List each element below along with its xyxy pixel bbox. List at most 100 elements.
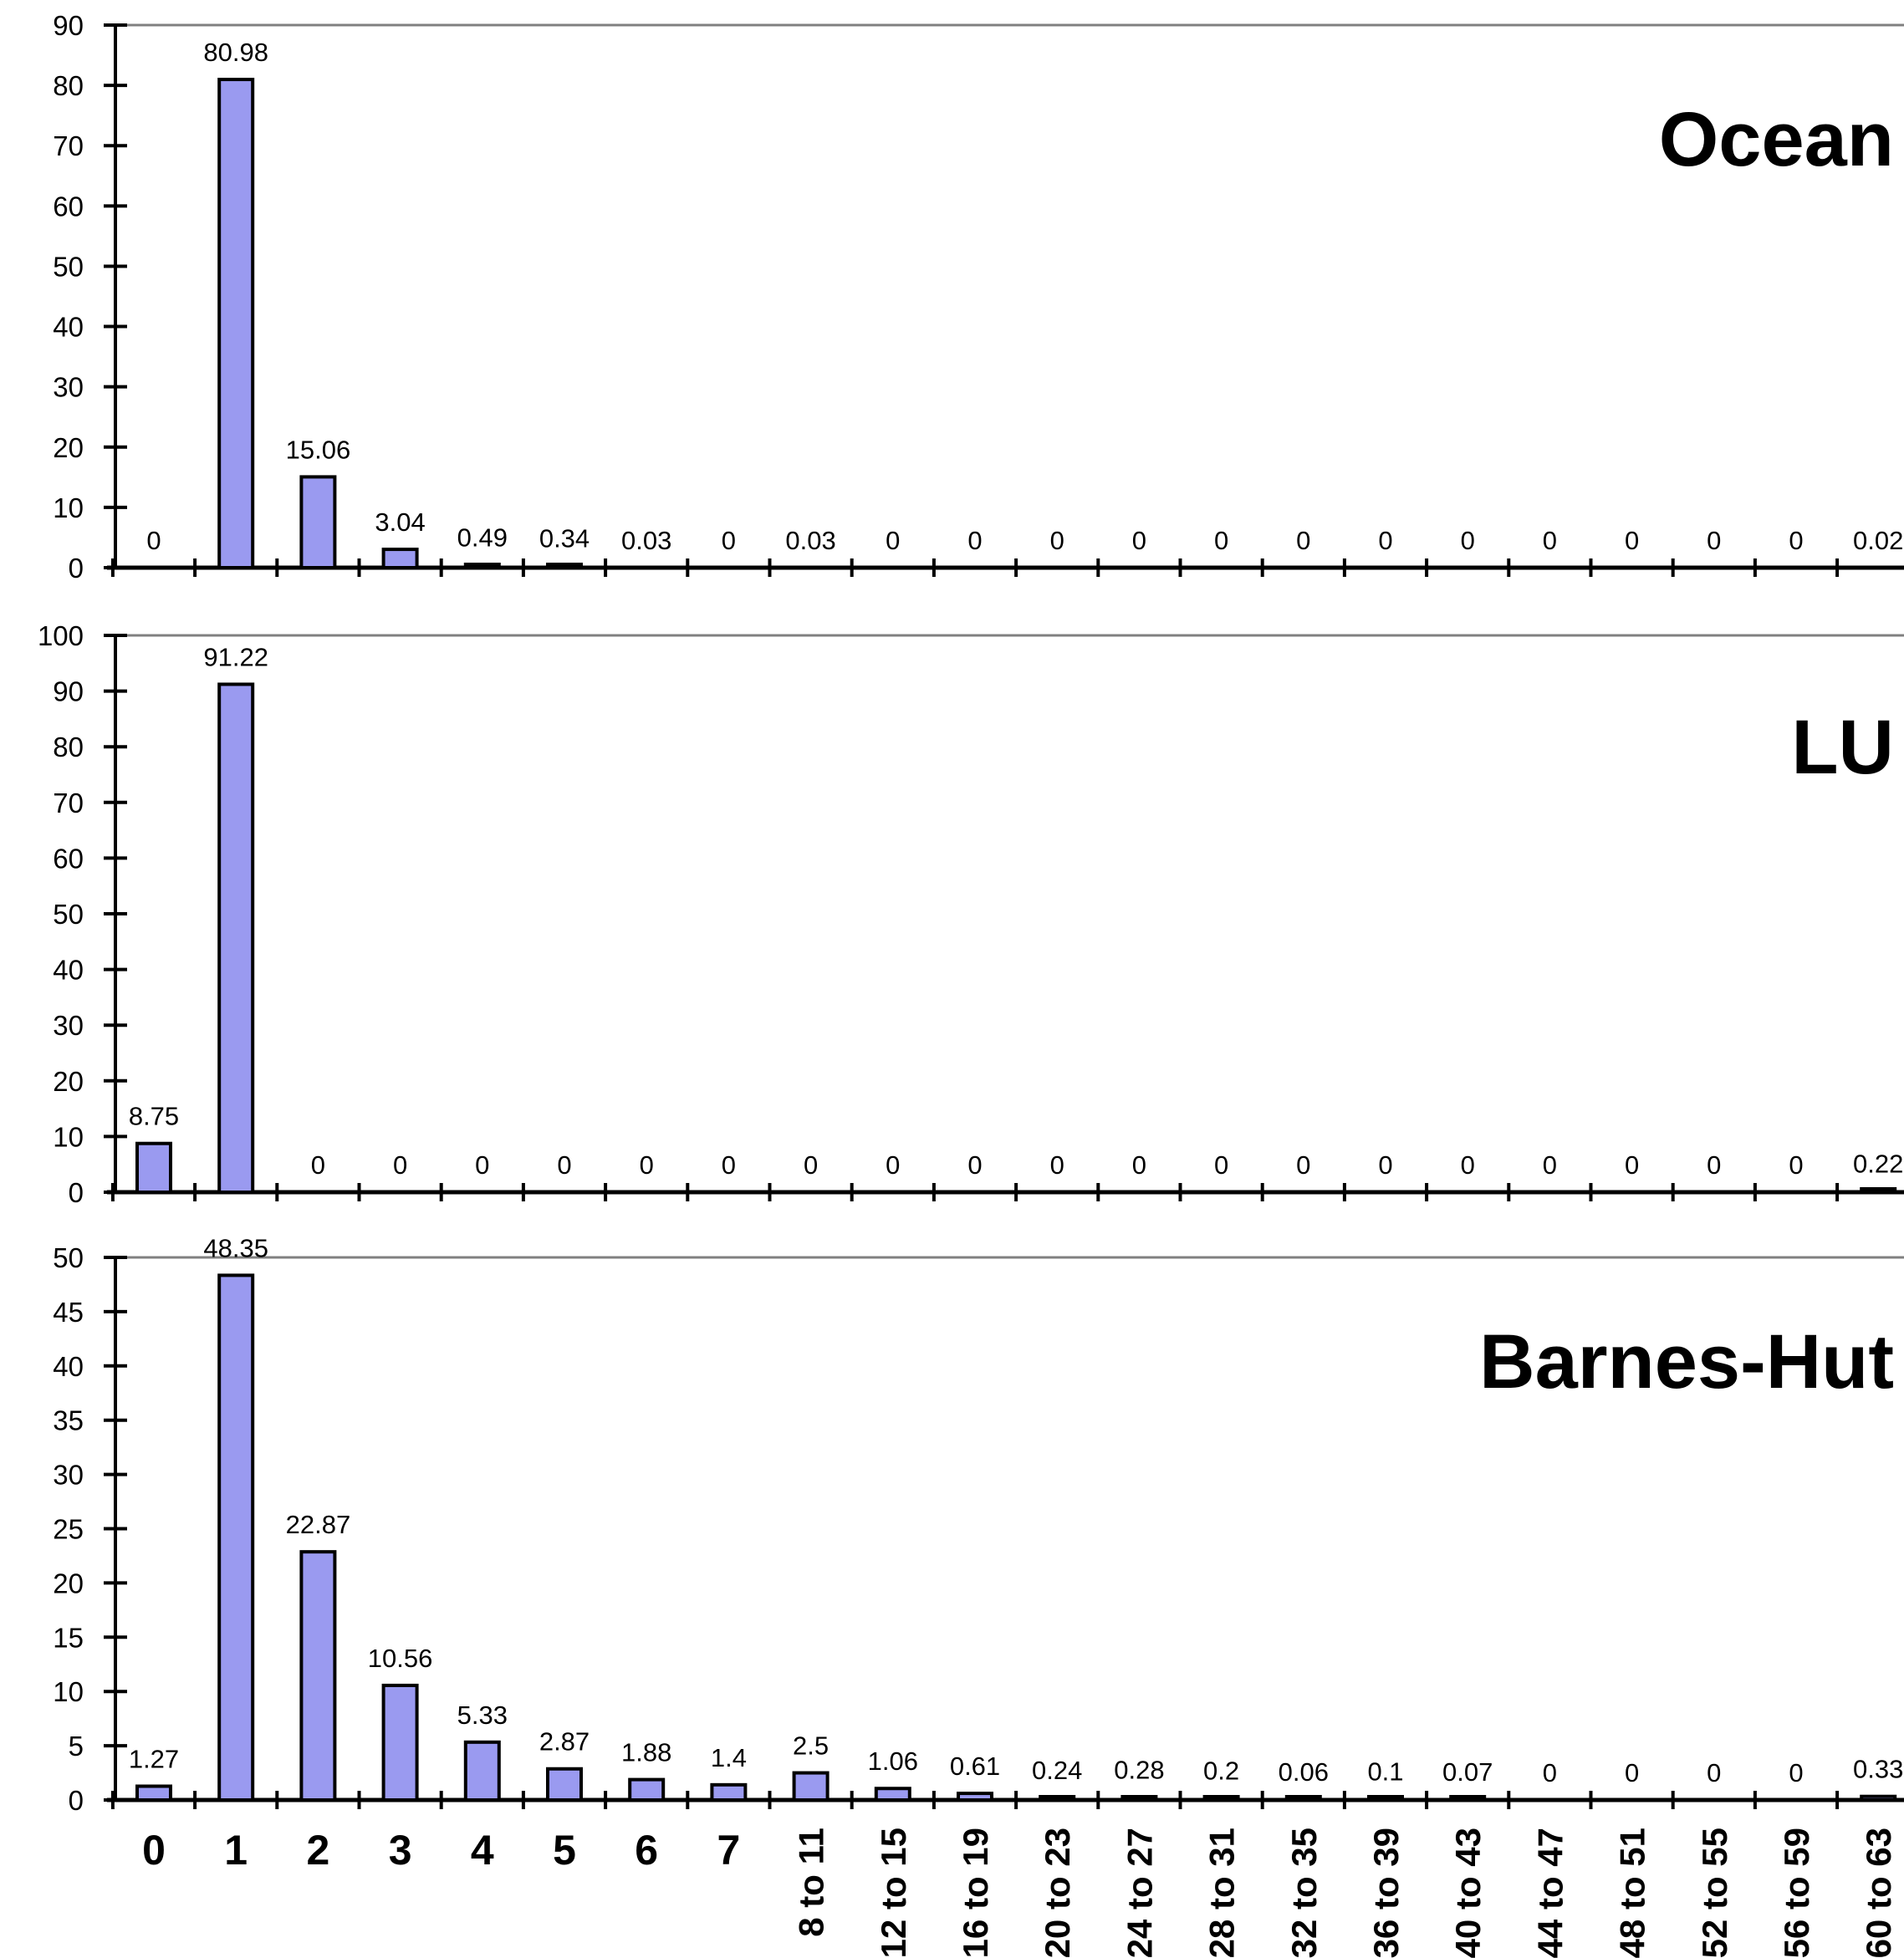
y-tick-label: 70 xyxy=(53,130,84,161)
panel-title: Ocean xyxy=(1659,97,1894,182)
x-category-label: 5 xyxy=(553,1827,576,1874)
data-label: 0.34 xyxy=(539,524,590,553)
data-label: 0 xyxy=(1543,1150,1557,1180)
data-label: 5.33 xyxy=(457,1701,508,1730)
bar xyxy=(1449,1795,1487,1802)
data-label: 0 xyxy=(1789,526,1803,555)
y-tick-label: 100 xyxy=(38,620,84,651)
data-label: 0 xyxy=(722,1150,736,1180)
y-tick-label: 60 xyxy=(53,843,84,874)
y-tick-label: 45 xyxy=(53,1297,84,1328)
x-category-label: 36 to 39 xyxy=(1366,1828,1406,1958)
y-tick-label: 25 xyxy=(53,1514,84,1545)
y-tick-label: 90 xyxy=(53,676,84,707)
y-tick-label: 20 xyxy=(53,1066,84,1097)
x-category-label: 3 xyxy=(389,1827,412,1874)
data-label: 0 xyxy=(1707,1758,1721,1787)
chart-panel-0: 0 10 20 30 40 50 60 70 80 90 0 80.98 15.06 3.04 0.49 0.… xyxy=(53,10,1904,584)
bar xyxy=(1367,1795,1404,1802)
bar xyxy=(463,563,501,569)
data-label: 0 xyxy=(311,1150,325,1180)
y-tick-label: 50 xyxy=(53,1242,84,1273)
data-label: 22.87 xyxy=(286,1510,351,1539)
data-label: 1.88 xyxy=(621,1738,671,1767)
y-tick-label: 10 xyxy=(53,492,84,523)
data-label: 0 xyxy=(1707,1150,1721,1180)
data-label: 0 xyxy=(886,1150,900,1180)
y-tick-label: 30 xyxy=(53,372,84,403)
y-tick-label: 10 xyxy=(53,1676,84,1707)
x-category-label: 8 to 11 xyxy=(792,1828,831,1937)
data-label: 0 xyxy=(1707,526,1721,555)
data-label: 0.33 xyxy=(1853,1755,1903,1784)
x-category-label: 24 to 27 xyxy=(1120,1828,1159,1958)
bar xyxy=(546,563,583,569)
y-tick-label: 90 xyxy=(53,10,84,41)
panel-title: Barnes-Hut xyxy=(1479,1319,1894,1405)
data-label: 0 xyxy=(1050,526,1064,555)
bar xyxy=(381,548,419,570)
data-label: 0 xyxy=(1625,1758,1639,1787)
data-label: 0 xyxy=(1378,1150,1392,1180)
y-tick-label: 5 xyxy=(69,1731,84,1762)
y-tick-label: 60 xyxy=(53,191,84,222)
data-label: 48.35 xyxy=(203,1233,268,1262)
bar xyxy=(546,1767,583,1802)
data-label: 0 xyxy=(1132,1150,1146,1180)
data-label: 0.22 xyxy=(1853,1150,1903,1179)
y-tick-label: 30 xyxy=(53,1460,84,1491)
data-label: 2.5 xyxy=(793,1731,829,1761)
data-label: 0 xyxy=(1050,1150,1064,1180)
y-tick-label: 0 xyxy=(69,1785,84,1816)
data-label: 0 xyxy=(1378,526,1392,555)
data-label: 0 xyxy=(557,1150,571,1180)
bar xyxy=(628,1777,666,1802)
bar xyxy=(217,682,255,1194)
bar xyxy=(299,475,337,570)
x-category-label: 6 xyxy=(635,1827,658,1874)
x-category-label: 56 to 59 xyxy=(1777,1828,1816,1958)
y-tick-label: 40 xyxy=(53,312,84,343)
data-label: 0.49 xyxy=(457,523,508,552)
data-label: 0 xyxy=(1214,526,1228,555)
data-label: 0 xyxy=(967,526,982,555)
bar xyxy=(792,1771,829,1802)
data-label: 0.1 xyxy=(1367,1757,1403,1787)
data-label: 8.75 xyxy=(129,1102,179,1131)
y-tick-label: 30 xyxy=(53,1010,84,1041)
data-label: 0 xyxy=(1296,526,1310,555)
y-tick-label: 10 xyxy=(53,1121,84,1152)
bar xyxy=(463,1740,501,1802)
data-label: 3.04 xyxy=(375,507,425,537)
data-label: 2.87 xyxy=(539,1727,590,1757)
y-tick-label: 0 xyxy=(69,553,84,584)
x-category-label: 1 xyxy=(224,1827,248,1874)
panel-title: LU xyxy=(1791,705,1894,790)
bar xyxy=(874,1787,911,1802)
bar xyxy=(299,1550,337,1802)
data-label: 0 xyxy=(886,526,900,555)
bar xyxy=(381,1683,419,1802)
y-tick-label: 35 xyxy=(53,1405,84,1436)
data-label: 0 xyxy=(1132,526,1146,555)
x-category-label: 32 to 35 xyxy=(1284,1828,1324,1958)
x-category-label: 60 to 63 xyxy=(1859,1828,1898,1958)
data-label: 0 xyxy=(1543,1758,1557,1787)
bar xyxy=(135,1141,172,1194)
data-label: 0 xyxy=(1461,526,1475,555)
data-label: 0 xyxy=(804,1150,818,1180)
x-category-label: 2 xyxy=(306,1827,329,1874)
data-label: 0 xyxy=(1789,1758,1803,1787)
y-tick-label: 80 xyxy=(53,732,84,762)
y-tick-label: 80 xyxy=(53,70,84,101)
data-label: 0.28 xyxy=(1114,1755,1164,1784)
data-label: 0.02 xyxy=(1853,526,1903,555)
x-category-label: 40 to 43 xyxy=(1448,1828,1488,1958)
x-category-label: 52 to 55 xyxy=(1695,1828,1734,1958)
data-label: 0 xyxy=(640,1150,654,1180)
data-label: 0 xyxy=(1461,1150,1475,1180)
data-label: 0.07 xyxy=(1442,1757,1493,1787)
data-label: 80.98 xyxy=(203,38,268,67)
data-label: 0 xyxy=(1625,526,1639,555)
y-tick-label: 50 xyxy=(53,251,84,282)
